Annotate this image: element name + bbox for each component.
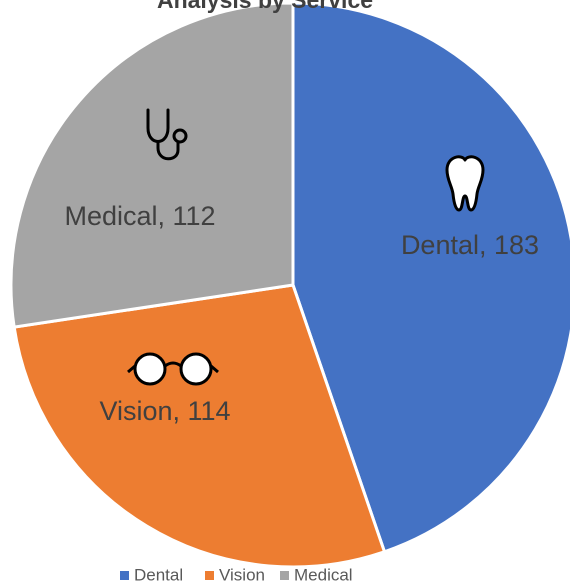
- tooth-icon: [445, 155, 485, 212]
- legend-label: Medical: [294, 565, 353, 584]
- legend-swatch: [120, 571, 129, 580]
- stethoscope-icon: [146, 108, 188, 161]
- pie-slice: [291, 1, 570, 554]
- data-label: Vision, 114: [99, 396, 230, 426]
- chart-title: Analysis by Service: [157, 0, 373, 13]
- data-label: Dental, 183: [401, 230, 539, 260]
- slices: [9, 1, 570, 569]
- legend-swatch: [205, 571, 214, 580]
- data-label: Medical, 112: [64, 201, 215, 231]
- legend-label: Vision: [219, 565, 265, 584]
- pie-slice: [9, 1, 295, 329]
- legend-label: Dental: [134, 565, 183, 584]
- legend: Dental Vision Medical: [120, 565, 353, 584]
- pie-slice: [12, 283, 387, 569]
- legend-swatch: [280, 571, 289, 580]
- glasses-icon: [127, 352, 219, 386]
